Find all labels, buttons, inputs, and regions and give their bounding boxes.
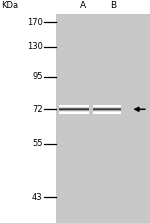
Text: B: B [110,1,116,10]
Bar [59,107,88,108]
Bar [93,112,121,113]
Bar [59,110,88,111]
Bar [56,14,150,223]
Bar [59,112,88,113]
Text: KDa: KDa [2,1,19,10]
Text: A: A [80,1,86,10]
Text: 95: 95 [32,72,43,81]
Bar [93,107,121,108]
Bar [93,105,121,106]
Bar [93,106,121,107]
Bar [59,108,88,109]
Bar [59,106,88,107]
Text: 43: 43 [32,193,43,202]
Text: 55: 55 [32,139,43,148]
Bar [93,113,121,114]
Bar [93,111,121,112]
Text: 72: 72 [32,105,43,114]
Bar [59,113,88,114]
Bar [93,108,121,109]
Bar [59,105,88,106]
Bar [59,111,88,112]
Bar [93,109,121,110]
Text: 170: 170 [27,18,43,27]
Bar [59,109,88,110]
Text: 130: 130 [27,42,43,51]
Bar [93,110,121,111]
